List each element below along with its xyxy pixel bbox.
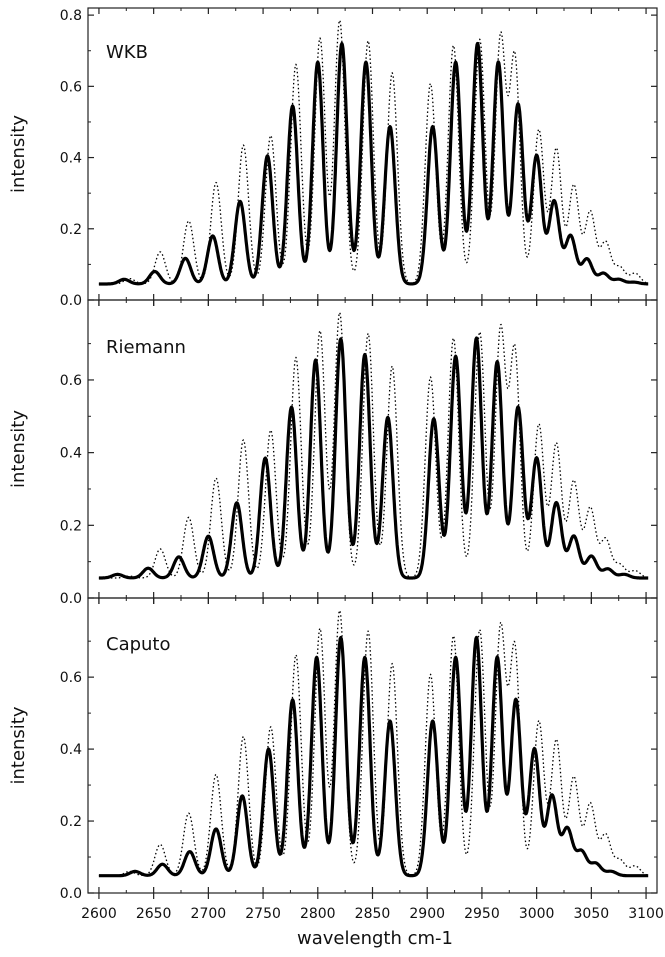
x-tick-label: 3100	[628, 906, 664, 922]
y-tick-label: 0.2	[60, 814, 82, 830]
y-tick-label: 0.4	[60, 446, 82, 462]
y-tick-label: 0.6	[60, 373, 82, 389]
y-axis-label: intensity	[8, 706, 29, 784]
y-tick-label: 0.6	[60, 670, 82, 686]
y-tick-label: 0.2	[60, 222, 82, 238]
y-tick-label: 0.4	[60, 742, 82, 758]
y-axis-label: intensity	[8, 115, 29, 193]
series-dotted-line	[98, 609, 649, 877]
series-dotted-line	[98, 311, 649, 579]
panel-riemann: 0.0 0.2 0.4 0.6 intensity Riemann	[8, 299, 658, 607]
x-tick-label: 2600	[81, 906, 117, 922]
x-tick-label: 2750	[245, 906, 281, 922]
y-tick-label: 0.4	[60, 151, 82, 167]
x-tick-label: 2900	[409, 906, 445, 922]
x-axis-label: wavelength cm-1	[297, 928, 453, 949]
y-tick-label: 0.0	[60, 591, 82, 607]
y-axis-label: intensity	[8, 410, 29, 488]
x-tick-label: 2850	[355, 906, 391, 922]
x-tick-label: 2950	[464, 906, 500, 922]
panel-title: WKB	[106, 42, 148, 63]
y-tick-label: 0.0	[60, 886, 82, 902]
series-solid-line	[97, 336, 650, 580]
panel-wkb: 0.0 0.2 0.4 0.6 0.8 intensity WKB	[8, 7, 658, 309]
plot-frame	[87, 597, 658, 894]
series-solid-line	[97, 635, 650, 878]
y-tick-label: 0.8	[60, 8, 82, 24]
y-tick-label: 0.0	[60, 293, 82, 309]
x-tick-label: 3050	[574, 906, 610, 922]
y-tick-label: 0.6	[60, 79, 82, 95]
series-solid-line	[97, 41, 650, 286]
panel-title: Riemann	[106, 337, 186, 358]
x-tick-label: 2650	[136, 906, 172, 922]
x-tick-label: 2800	[300, 906, 336, 922]
panel-caputo: 0.0 0.2 0.4 0.6 2600 2650 2700 2750 2800 2850 2900…	[8, 597, 664, 922]
panel-title: Caputo	[106, 634, 171, 655]
x-tick-label: 2700	[191, 906, 227, 922]
y-tick-label: 0.2	[60, 518, 82, 534]
x-tick-label: 3000	[519, 906, 555, 922]
